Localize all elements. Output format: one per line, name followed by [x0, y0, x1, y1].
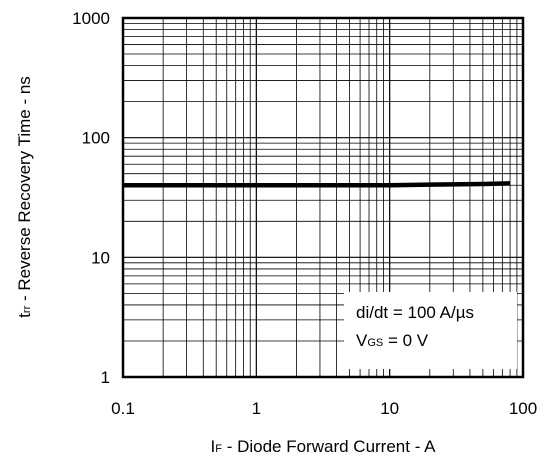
y-tick-label: 10	[91, 248, 110, 267]
x-tick-label: 0.1	[111, 399, 135, 418]
x-tick-label: 10	[380, 399, 399, 418]
series-line	[123, 181, 511, 188]
x-label-subscript: F	[215, 443, 222, 455]
x-axis-label: IF - Diode Forward Current - A	[211, 437, 437, 456]
legend-background	[344, 292, 517, 369]
x-label-text: - Diode Forward Current - A	[222, 437, 436, 456]
legend-line-vgs: VGS = 0 V	[356, 331, 429, 350]
x-tick-labels: 0.1 1 10 100	[111, 399, 537, 418]
x-tick-label: 100	[509, 399, 537, 418]
legend-line-didt: di/dt = 100 A/µs	[356, 303, 474, 322]
legend-box: di/dt = 100 A/µs VGS = 0 V	[344, 292, 517, 369]
series-layer	[123, 181, 511, 188]
y-tick-label: 1	[101, 368, 110, 387]
y-tick-label: 100	[82, 129, 110, 148]
y-label-text: - Reverse Recovery Time - ns	[15, 76, 34, 306]
y-label-symbol: t	[15, 313, 34, 318]
y-axis-label: trr - Reverse Recovery Time - ns	[15, 76, 34, 318]
y-tick-label: 1000	[72, 9, 110, 28]
x-tick-label: 1	[252, 399, 261, 418]
y-label-subscript: rr	[21, 305, 33, 313]
y-tick-labels: 1 10 100 1000	[72, 9, 110, 387]
x-label-symbol: I	[211, 437, 216, 456]
vgs-symbol: V	[356, 331, 368, 350]
vgs-value: = 0 V	[383, 331, 429, 350]
vgs-subscript: GS	[367, 337, 383, 349]
plot-frame	[121, 16, 525, 379]
